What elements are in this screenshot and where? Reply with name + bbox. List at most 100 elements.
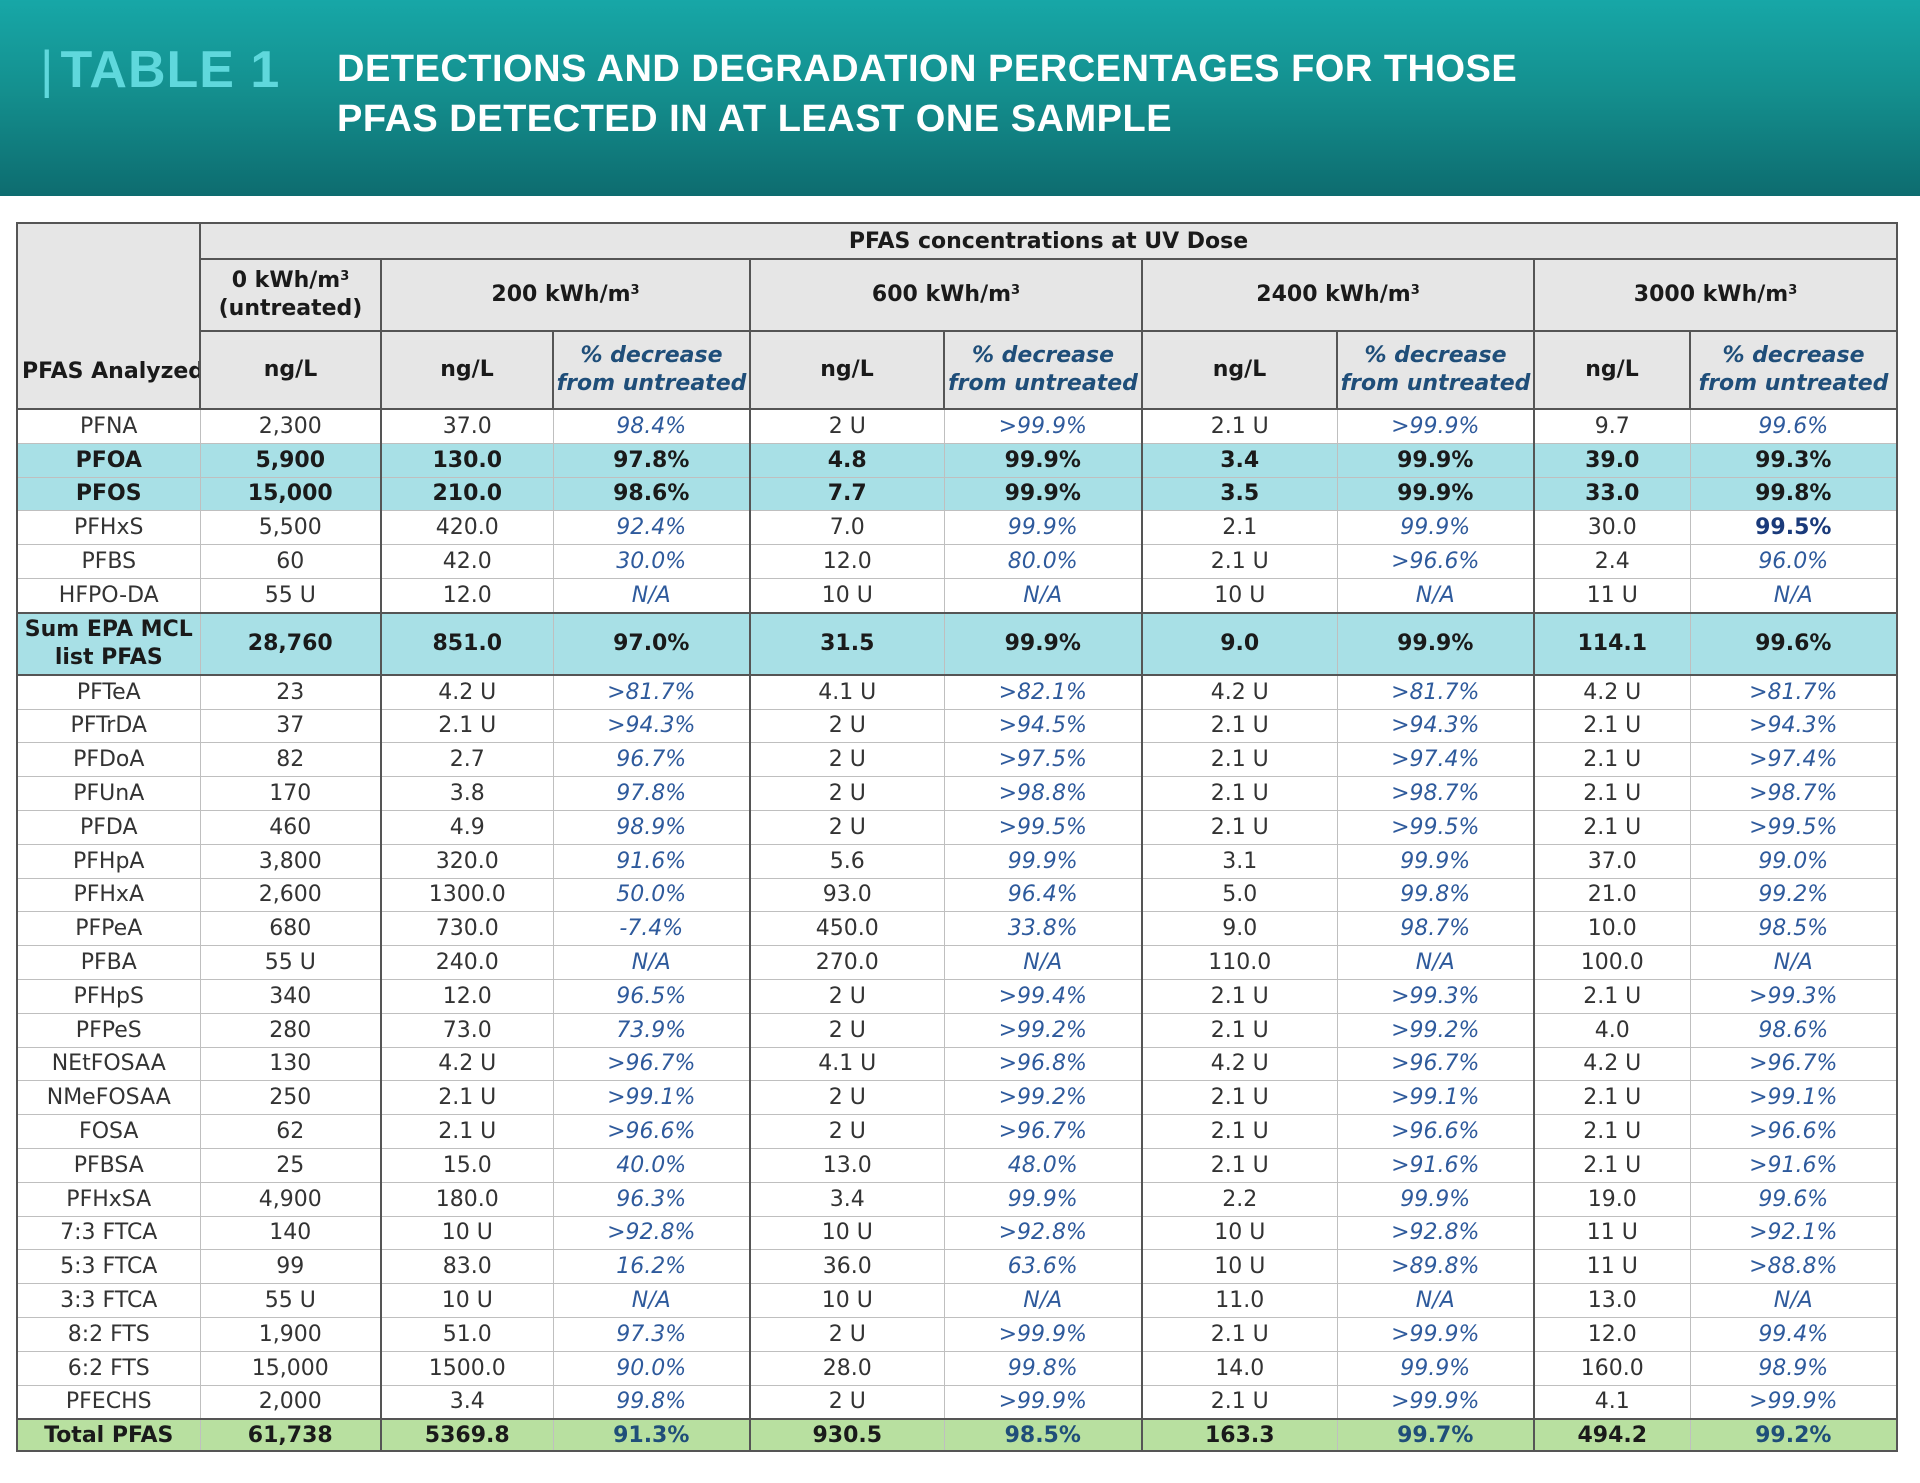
- percent-decrease-cell: N/A: [552, 945, 751, 980]
- concentration-cell: 9.0: [1141, 611, 1338, 676]
- pfas-name-cell: 3:3 FTCA: [16, 1283, 201, 1318]
- percent-decrease-cell: >99.1%: [1689, 1080, 1898, 1116]
- concentration-cell: 28.0: [749, 1350, 945, 1386]
- concentration-cell: 33.0: [1533, 476, 1691, 512]
- table-row: PFOA 5,900 130.0 97.8% 4.8 99.9% 3.4 99.9% 39.0 9…: [16, 442, 1898, 478]
- pfas-table-container: PFAS Analyzed PFAS concentrations at UV …: [16, 222, 1899, 1453]
- percent-decrease-cell: >99.4%: [943, 978, 1143, 1014]
- unit-header-ngl: ng/L: [1533, 330, 1691, 410]
- percent-decrease-cell: >94.5%: [943, 708, 1143, 744]
- concentration-cell: 12.0: [380, 978, 554, 1014]
- table-row: HFPO-DA 55 U 12.0 N/A 10 U N/A 10 U N/A 11 U N/A: [16, 577, 1898, 614]
- concentration-cell: 9.7: [1533, 407, 1691, 444]
- table-row: 5:3 FTCA 99 83.0 16.2% 36.0 63.6% 10 U >89.8% 11…: [16, 1249, 1898, 1285]
- percent-decrease-cell: >99.3%: [1336, 978, 1535, 1014]
- table-row: 6:2 FTS 15,000 1500.0 90.0% 28.0 99.8% 14.0 99.…: [16, 1350, 1898, 1386]
- percent-decrease-cell: 99.9%: [943, 843, 1143, 879]
- concentration-cell: 2.1 U: [1141, 1114, 1338, 1149]
- table-row: PFTrDA 37 2.1 U >94.3% 2 U >94.5% 2.1 U >94.3% 2…: [16, 708, 1898, 744]
- percent-decrease-cell: >99.9%: [1689, 1384, 1898, 1420]
- percent-decrease-cell: >96.7%: [1689, 1046, 1898, 1082]
- concentration-cell: 13.0: [749, 1147, 945, 1183]
- concentration-cell: 4.8: [749, 442, 945, 478]
- percent-decrease-cell: >96.7%: [943, 1114, 1143, 1149]
- percent-decrease-cell: 63.6%: [943, 1249, 1143, 1285]
- concentration-cell: 2.1 U: [1533, 809, 1691, 845]
- concentration-cell: 1,900: [199, 1316, 382, 1352]
- concentration-cell: 4.2 U: [1533, 1046, 1691, 1082]
- concentration-cell: 5.6: [749, 843, 945, 879]
- percent-decrease-cell: 92.4%: [552, 510, 751, 546]
- concentration-cell: 2.4: [1533, 544, 1691, 579]
- concentration-cell: 2.1 U: [1533, 1114, 1691, 1149]
- concentration-cell: 31.5: [749, 611, 945, 676]
- percent-decrease-cell: 99.9%: [1336, 843, 1535, 879]
- percent-decrease-cell: 98.4%: [552, 407, 751, 444]
- pfas-name-cell: PFPeA: [16, 911, 201, 947]
- percent-decrease-cell: >97.4%: [1689, 742, 1898, 778]
- pfas-name-cell: PFBSA: [16, 1147, 201, 1183]
- concentration-cell: 11 U: [1533, 1249, 1691, 1285]
- concentration-cell: 55 U: [199, 945, 382, 980]
- pfas-name-cell: 5:3 FTCA: [16, 1249, 201, 1285]
- concentration-cell: 2,600: [199, 877, 382, 913]
- pfas-name-cell: PFBA: [16, 945, 201, 980]
- percent-decrease-cell: 99.2%: [1689, 877, 1898, 913]
- dose-2400-header: 2400 kWh/m3: [1141, 258, 1535, 332]
- pfas-name-cell: PFTeA: [16, 674, 201, 710]
- concentration-cell: 4.0: [1533, 1012, 1691, 1048]
- percent-decrease-cell: >96.6%: [1336, 544, 1535, 579]
- percent-decrease-cell: 99.9%: [943, 510, 1143, 546]
- concentration-cell: 280: [199, 1012, 382, 1048]
- table-row: PFHxA 2,600 1300.0 50.0% 93.0 96.4% 5.0 99.8% 21…: [16, 877, 1898, 913]
- concentration-cell: 3.8: [380, 776, 554, 811]
- concentration-cell: 2 U: [749, 407, 945, 444]
- percent-decrease-cell: 90.0%: [552, 1350, 751, 1386]
- concentration-cell: 2.1 U: [1141, 708, 1338, 744]
- concentration-cell: 340: [199, 978, 382, 1014]
- concentration-cell: 2.1 U: [380, 708, 554, 744]
- percent-decrease-cell: >94.3%: [1689, 708, 1898, 744]
- table-row: PFPeS 280 73.0 73.9% 2 U >99.2% 2.1 U >99.2% 4.0…: [16, 1012, 1898, 1048]
- percent-decrease-cell: 98.9%: [1689, 1350, 1898, 1386]
- concentration-cell: 1500.0: [380, 1350, 554, 1386]
- percent-decrease-cell: >92.1%: [1689, 1215, 1898, 1251]
- concentration-cell: 62: [199, 1114, 382, 1149]
- concentration-cell: 210.0: [380, 476, 554, 512]
- pfas-name-cell: PFPeS: [16, 1012, 201, 1048]
- table-row: PFHpA 3,800 320.0 91.6% 5.6 99.9% 3.1 99.9% 37.0…: [16, 843, 1898, 879]
- concentration-cell: 2.1 U: [1141, 1316, 1338, 1352]
- percent-decrease-cell: 80.0%: [943, 544, 1143, 579]
- pfas-name-cell: Sum EPA MCL list PFAS: [16, 611, 201, 676]
- concentration-cell: 460: [199, 809, 382, 845]
- concentration-cell: 163.3: [1141, 1418, 1338, 1453]
- concentration-cell: 7.7: [749, 476, 945, 512]
- concentration-cell: 7.0: [749, 510, 945, 546]
- concentration-cell: 2.1 U: [1141, 809, 1338, 845]
- concentration-cell: 55 U: [199, 577, 382, 614]
- percent-decrease-cell: 30.0%: [552, 544, 751, 579]
- percent-decrease-cell: >99.9%: [1336, 407, 1535, 444]
- concentration-cell: 2 U: [749, 708, 945, 744]
- table-row: NMeFOSAA 250 2.1 U >99.1% 2 U >99.2% 2.1 U >99.…: [16, 1080, 1898, 1116]
- table-number-label: | TABLE 1: [40, 41, 281, 99]
- concentration-cell: 13.0: [1533, 1283, 1691, 1318]
- concentration-cell: 15,000: [199, 476, 382, 512]
- concentration-cell: 1300.0: [380, 877, 554, 913]
- percent-decrease-cell: N/A: [1336, 577, 1535, 614]
- concentration-cell: 2,000: [199, 1384, 382, 1420]
- table-row: PFOS 15,000 210.0 98.6% 7.7 99.9% 3.5 99.9% 33.0…: [16, 476, 1898, 512]
- percent-decrease-cell: 99.9%: [1336, 1350, 1535, 1386]
- concentration-cell: 2.1 U: [1533, 708, 1691, 744]
- percent-decrease-cell: N/A: [552, 577, 751, 614]
- concentration-cell: 23: [199, 674, 382, 710]
- concentration-cell: 37: [199, 708, 382, 744]
- pfas-name-cell: 6:2 FTS: [16, 1350, 201, 1386]
- percent-decrease-cell: >92.8%: [552, 1215, 751, 1251]
- percent-decrease-cell: >97.4%: [1336, 742, 1535, 778]
- percent-decrease-cell: >99.1%: [1336, 1080, 1535, 1116]
- percent-decrease-cell: >96.6%: [552, 1114, 751, 1149]
- table-row: PFHxS 5,500 420.0 92.4% 7.0 99.9% 2.1 99.9% 30.0…: [16, 510, 1898, 546]
- concentration-cell: 10 U: [749, 577, 945, 614]
- concentration-cell: 3.5: [1141, 476, 1338, 512]
